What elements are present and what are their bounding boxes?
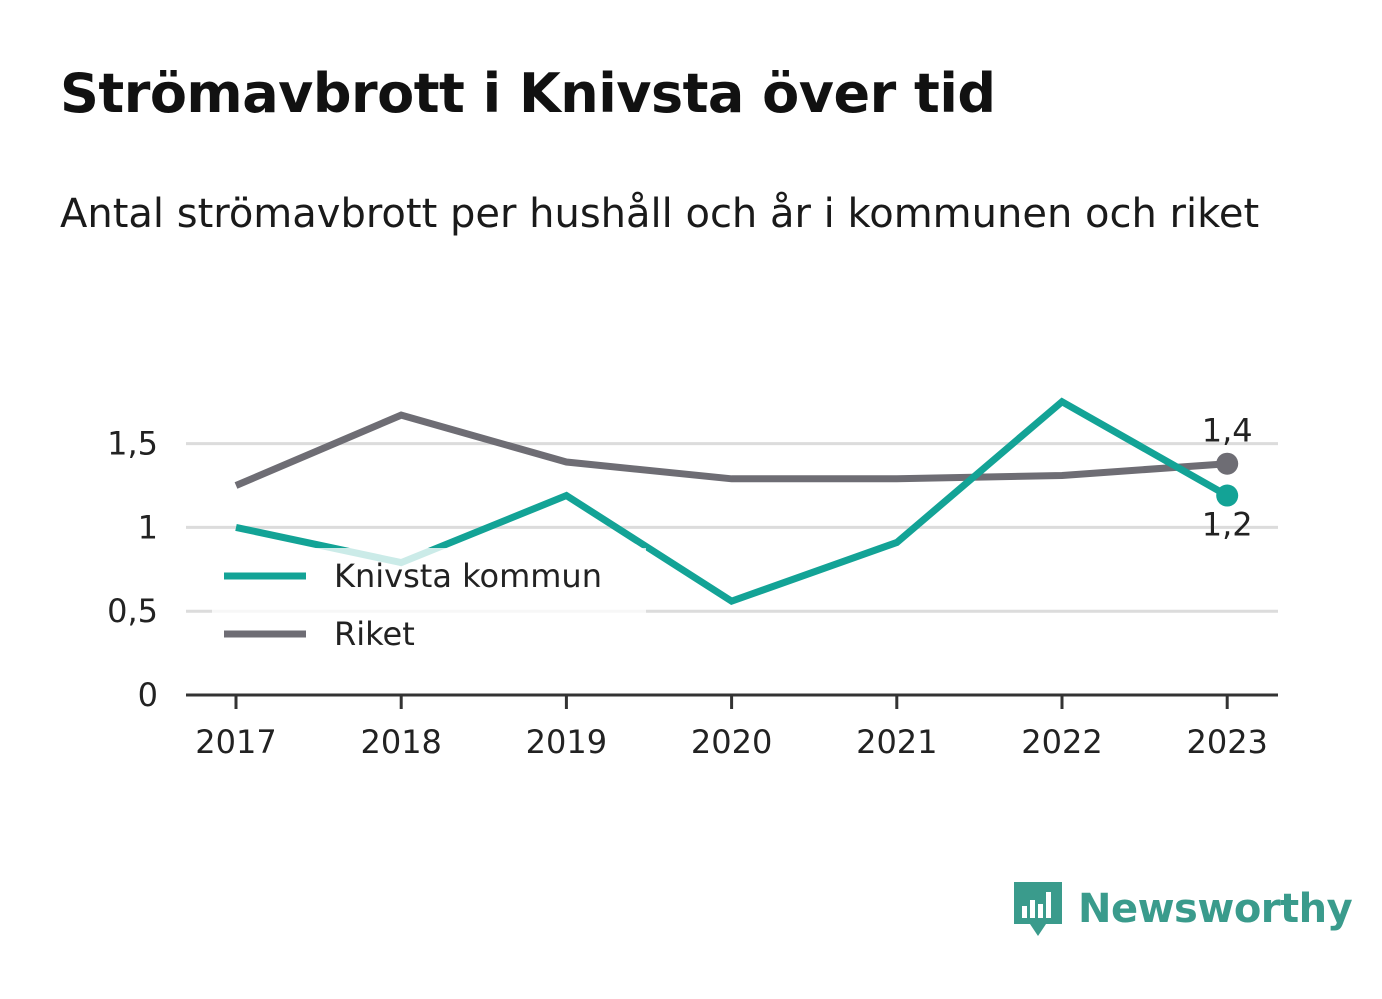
newsworthy-logo-icon xyxy=(1014,882,1062,936)
x-tick-label: 2022 xyxy=(1021,723,1102,761)
y-tick-label: 0 xyxy=(138,676,158,714)
end-value-label: 1,4 xyxy=(1202,412,1253,450)
brand-name: Newsworthy xyxy=(1078,886,1353,932)
series-line-1 xyxy=(234,411,1228,489)
x-tick-label: 2021 xyxy=(856,723,937,761)
x-tick-label: 2023 xyxy=(1186,723,1267,761)
brand-logo: Newsworthy xyxy=(1012,878,1353,940)
chart-title: Strömavbrott i Knivsta över tid xyxy=(60,62,996,125)
end-point xyxy=(1216,452,1239,475)
y-axis-ticks: 0 0,5 1 1,5 xyxy=(107,425,158,714)
x-tick-label: 2018 xyxy=(360,723,441,761)
y-tick-label: 1 xyxy=(138,508,158,546)
legend-label: Knivsta kommun xyxy=(334,557,602,595)
x-tick-label: 2017 xyxy=(195,723,276,761)
end-value-label: 1,2 xyxy=(1202,506,1253,544)
y-tick-label: 0,5 xyxy=(107,592,158,630)
chart-subtitle: Antal strömavbrott per hushåll och år i … xyxy=(60,191,1260,237)
end-point xyxy=(1216,484,1239,507)
x-tick-label: 2019 xyxy=(526,723,607,761)
y-tick-label: 1,5 xyxy=(107,425,158,463)
legend: Knivsta kommun Riket xyxy=(212,548,646,660)
legend-label: Riket xyxy=(334,615,415,653)
x-tick-label: 2020 xyxy=(691,723,772,761)
end-labels: 1,2 1,4 xyxy=(1202,412,1253,544)
legend-backdrop xyxy=(212,548,646,614)
x-axis: 2017 2018 2019 2020 2021 2022 2023 xyxy=(186,693,1278,761)
